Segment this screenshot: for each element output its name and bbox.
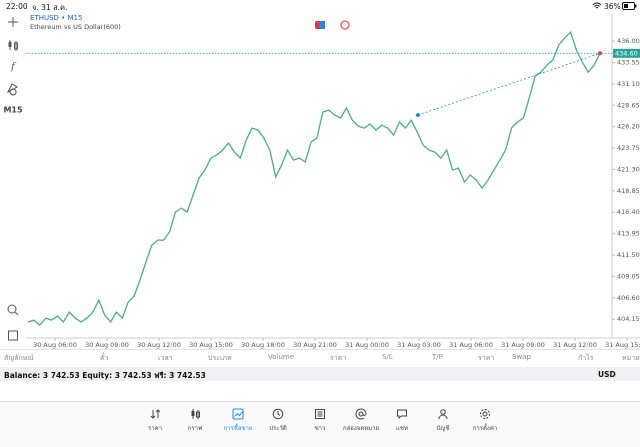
tab-label: บัญชี xyxy=(436,425,450,432)
tab-icon xyxy=(315,409,325,419)
close-marker xyxy=(598,51,602,56)
x-tick-label: 30 Aug 15:00 xyxy=(189,341,233,349)
crosshair-icon[interactable] xyxy=(8,17,18,27)
tab[interactable]: ประวัติ xyxy=(258,408,298,433)
y-tick-label: 421.30 xyxy=(617,165,640,173)
tab-icon xyxy=(191,409,200,419)
column-header[interactable]: ราคา xyxy=(478,354,495,362)
x-tick-label: 30 Aug 12:00 xyxy=(137,341,181,349)
zoom-icon[interactable] xyxy=(7,304,17,314)
y-tick-label: 426.20 xyxy=(617,123,640,131)
y-tick-label: 428.65 xyxy=(617,101,640,109)
column-header[interactable]: หมายเหตุ xyxy=(622,354,640,362)
y-tick-label: 411.50 xyxy=(617,251,640,259)
description: Ethereum vs US Dollar(600) xyxy=(30,23,121,31)
x-tick-label: 30 Aug 06:00 xyxy=(33,341,77,349)
tab-label: ราคา xyxy=(148,425,162,432)
x-tick-label: 31 Aug 03:00 xyxy=(397,341,441,349)
x-tick-label: 30 Aug 09:00 xyxy=(85,341,129,349)
y-tick-label: 418.85 xyxy=(617,187,640,195)
tab-label: กล่องจดหมาย xyxy=(342,425,380,432)
x-tick-label: 31 Aug 00:00 xyxy=(345,341,389,349)
tab[interactable]: กล่องจดหมาย xyxy=(341,408,381,433)
candle-body xyxy=(14,42,18,50)
open-marker xyxy=(416,113,420,118)
y-tick-label: 431.10 xyxy=(617,80,640,88)
date: จ. 31 ส.ค. xyxy=(32,3,68,12)
position-line xyxy=(417,52,601,116)
signal-icon[interactable] xyxy=(340,20,350,30)
positions-header: สัญลักษณ์ ตั๋ว เวลา ประเภท Volume ราคา S/L T/P ร… xyxy=(0,349,640,364)
timeframe[interactable]: M15 xyxy=(3,106,23,115)
objects-icon[interactable] xyxy=(6,83,18,96)
tab-icon xyxy=(480,409,490,419)
tab[interactable]: ข่าว xyxy=(300,408,340,433)
wifi-icon xyxy=(592,2,602,9)
symbol: ETHUSD • M15 xyxy=(30,14,82,22)
y-tick-label: 404.15 xyxy=(617,315,640,323)
tab-label: กราฟ xyxy=(187,425,203,432)
x-tick-label: 31 Aug 09:00 xyxy=(501,341,545,349)
column-header[interactable]: Swap xyxy=(512,353,531,361)
column-header[interactable]: T/P xyxy=(432,353,443,361)
battery-icon xyxy=(622,2,637,10)
column-header[interactable]: Volume xyxy=(268,353,295,361)
save-icon[interactable] xyxy=(8,330,18,341)
x-tick-label: 30 Aug 21:00 xyxy=(293,341,337,349)
tab-icon xyxy=(438,409,448,420)
y-tick-label: 436.00 xyxy=(617,37,640,45)
tab[interactable]: ราคา xyxy=(135,408,175,433)
currency: USD xyxy=(598,370,616,379)
current-price-label: 434.60 xyxy=(615,49,638,57)
tab-label: การตั้งค่า xyxy=(472,425,498,432)
battery: 36% xyxy=(604,2,621,11)
current-price-box xyxy=(613,48,640,58)
zoom-handle xyxy=(14,311,19,316)
column-header[interactable]: สัญลักษณ์ xyxy=(4,354,34,362)
y-tick-label: 409.05 xyxy=(617,272,640,280)
tab-icon xyxy=(355,408,367,420)
x-tick-label: 31 Aug 12:00 xyxy=(553,341,597,349)
price-line xyxy=(27,30,601,327)
tab-bar: ราคา กราฟ การซื้อขาย ประวัติ ข่าว กล่องจดหมาย… xyxy=(0,401,640,447)
column-header[interactable]: ตั๋ว xyxy=(100,354,109,362)
tab-icon xyxy=(397,409,407,420)
balance-bar: Balance: 3 742.53 Equity: 3 742.53 ฟรี: … xyxy=(0,367,640,381)
trade-icon-half xyxy=(319,21,325,29)
tab[interactable]: การตั้งค่า xyxy=(465,408,505,433)
status-bar: 22:00 จ. 31 ส.ค. 36% xyxy=(0,0,640,12)
tab-label: การซื้อขาย xyxy=(223,425,253,432)
tab-icon xyxy=(232,408,244,420)
chart: ETHUSD • M15 Ethereum vs US Dollar(600) … xyxy=(3,14,640,349)
balance-summary: Balance: 3 742.53 Equity: 3 742.53 ฟรี: … xyxy=(4,371,206,380)
y-tick-label: 406.60 xyxy=(617,294,640,302)
x-tick-label: 31 Aug 06:00 xyxy=(449,341,493,349)
column-header[interactable]: เวลา xyxy=(158,354,173,362)
time: 22:00 xyxy=(6,2,28,11)
tab-label: ประวัติ xyxy=(269,425,287,432)
candle-body xyxy=(8,42,12,47)
tab-icon xyxy=(150,409,161,419)
tab-label: ข่าว xyxy=(314,425,326,432)
tab-label: แชท xyxy=(396,425,408,432)
tab[interactable]: บัญชี xyxy=(423,408,463,433)
column-header[interactable]: กำไร xyxy=(578,354,594,362)
x-tick-label: 31 Aug 15:00 xyxy=(605,341,640,349)
toolbar-icons[interactable]: f M15 xyxy=(3,17,23,341)
y-tick-label: 423.75 xyxy=(617,144,640,152)
column-header[interactable]: ประเภท xyxy=(208,354,232,362)
x-tick-label: 30 Aug 18:00 xyxy=(241,341,285,349)
tab[interactable]: แชท xyxy=(382,408,422,433)
y-tick-label: 416.40 xyxy=(617,208,640,216)
y-tick-label: 433.55 xyxy=(617,58,640,66)
tab[interactable]: การซื้อขาย xyxy=(218,408,258,433)
indicator-icon[interactable]: f xyxy=(10,62,17,73)
column-header[interactable]: ราคา xyxy=(330,354,347,362)
tab[interactable]: กราฟ xyxy=(175,408,215,433)
column-header[interactable]: S/L xyxy=(382,353,393,361)
tab-icon xyxy=(272,408,284,420)
y-tick-label: 413.95 xyxy=(617,230,640,238)
